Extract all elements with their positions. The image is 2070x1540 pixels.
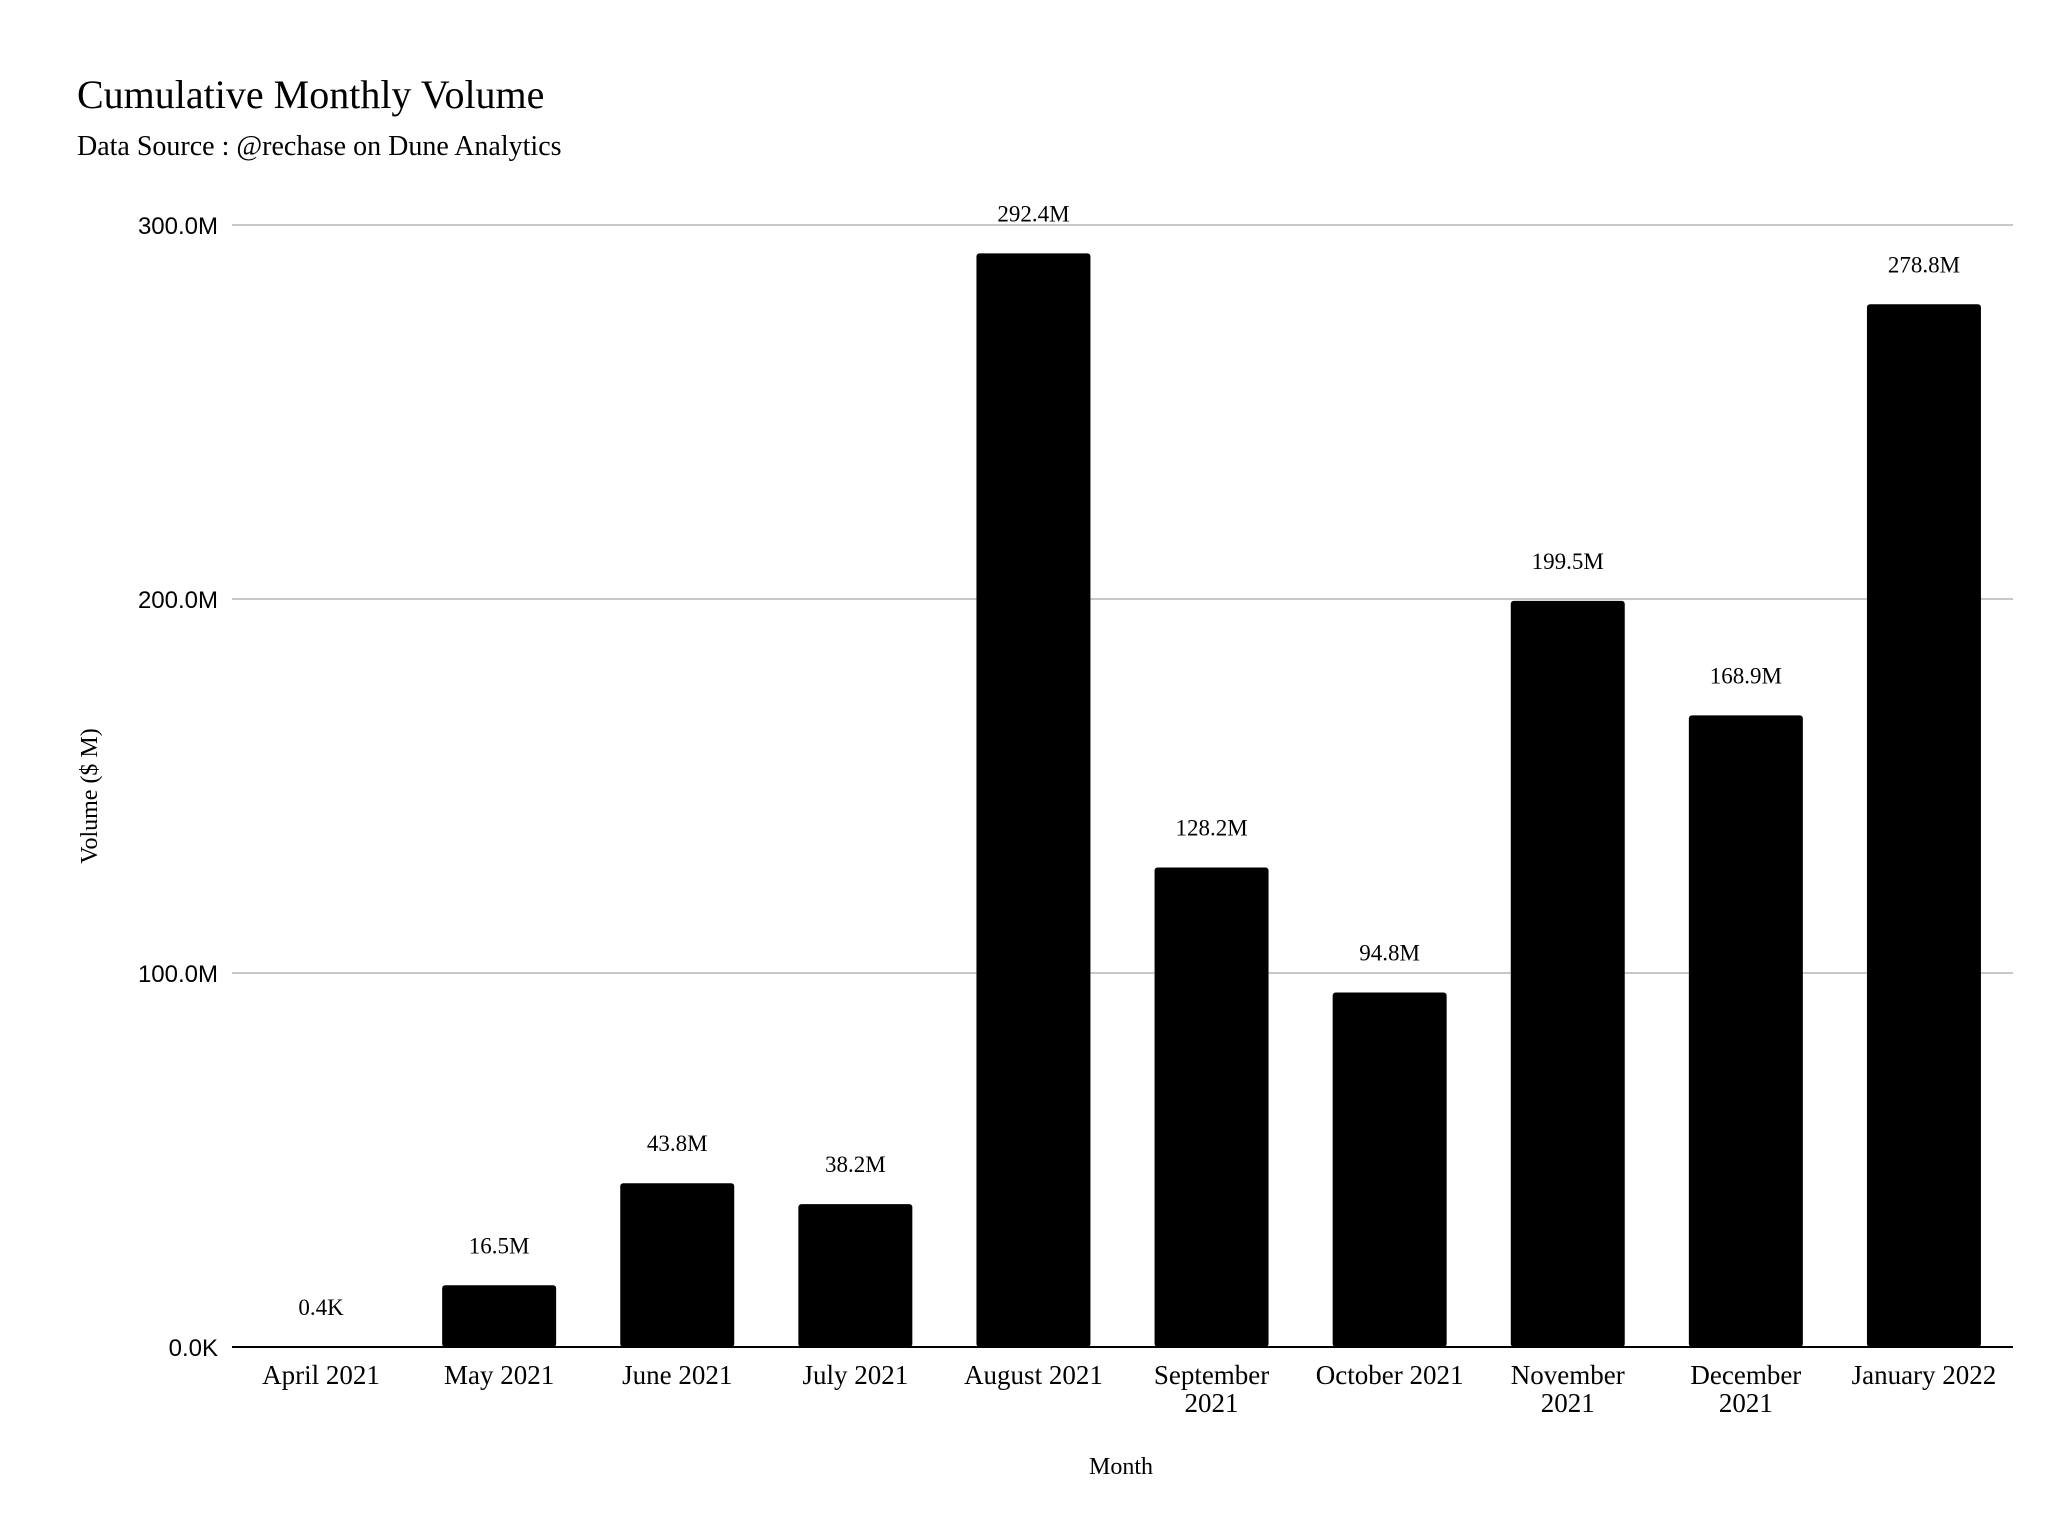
x-tick-label: July 2021	[802, 1360, 908, 1390]
x-axis-title: Month	[1089, 1454, 1153, 1480]
bar	[976, 253, 1091, 1348]
x-tick-label: December	[1690, 1360, 1801, 1390]
x-tick-label: September	[1154, 1360, 1269, 1390]
data-label: 292.4M	[997, 201, 1069, 226]
bar	[1332, 992, 1447, 1347]
bar	[1154, 867, 1269, 1347]
bar	[1688, 715, 1803, 1347]
y-tick-label: 300.0M	[138, 213, 218, 240]
data-label: 278.8M	[1888, 252, 1960, 277]
data-label: 38.2M	[825, 1152, 886, 1177]
x-tick-label: April 2021	[262, 1360, 380, 1390]
bar	[1866, 304, 1981, 1348]
y-axis-title: Volume ($ M)	[77, 728, 103, 864]
bar	[1510, 600, 1625, 1347]
bar	[442, 1285, 557, 1347]
x-tick-label: May 2021	[444, 1360, 554, 1390]
data-label: 94.8M	[1359, 940, 1420, 965]
x-tick-label: November	[1511, 1360, 1625, 1390]
chart-subtitle: Data Source : @rechase on Dune Analytics	[77, 131, 562, 162]
data-label: 43.8M	[647, 1131, 708, 1156]
bar	[620, 1183, 735, 1347]
x-tick-label: June 2021	[622, 1360, 732, 1390]
y-axis-ticks: 0.0K 100.0M 200.0M 300.0M	[138, 213, 218, 1362]
x-tick-label: October 2021	[1316, 1360, 1464, 1390]
y-tick-label: 200.0M	[138, 587, 218, 614]
x-tick-label: January 2022	[1852, 1360, 1997, 1390]
y-tick-label: 0.0K	[169, 1335, 218, 1362]
x-tick-label: 2021	[1185, 1388, 1239, 1418]
data-label: 168.9M	[1710, 663, 1782, 688]
data-labels: 0.4K 16.5M 43.8M 38.2M 292.4M 128.2M 94.8M 199.…	[298, 201, 1960, 1320]
chart-title: Cumulative Monthly Volume	[77, 72, 544, 117]
x-tick-label: 2021	[1719, 1388, 1773, 1418]
y-tick-label: 100.0M	[138, 961, 218, 988]
data-label: 0.4K	[298, 1295, 344, 1320]
x-tick-label: August 2021	[964, 1360, 1103, 1390]
bar	[798, 1204, 913, 1347]
x-axis-ticks: April 2021 May 2021 June 2021 July 2021 Augu…	[262, 1360, 1996, 1418]
data-label: 199.5M	[1532, 549, 1604, 574]
data-label: 128.2M	[1175, 816, 1247, 841]
bars	[264, 253, 1981, 1348]
data-label: 16.5M	[469, 1233, 530, 1258]
x-tick-label: 2021	[1541, 1388, 1595, 1418]
